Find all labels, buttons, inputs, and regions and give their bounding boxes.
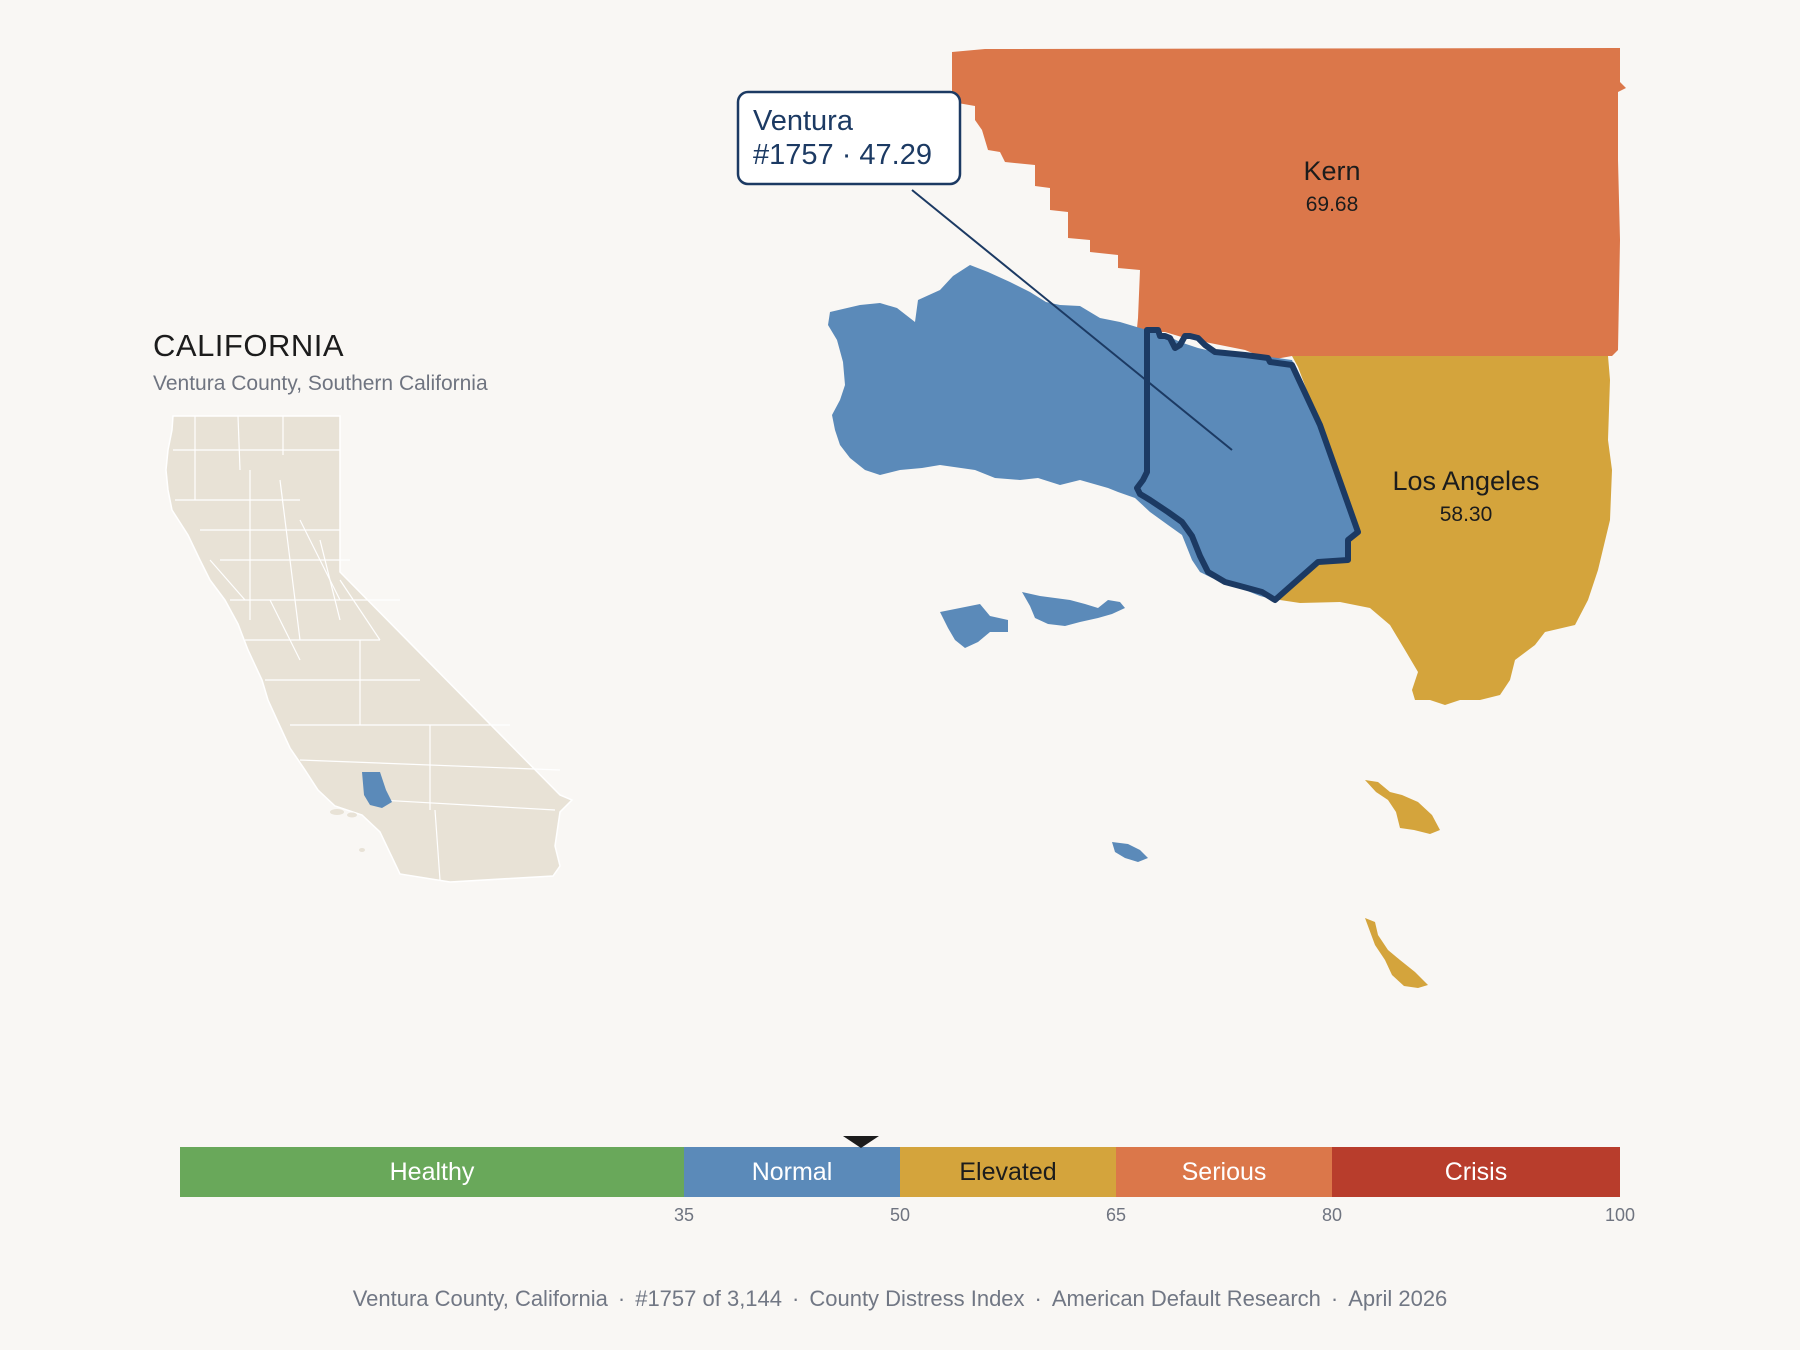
footer: Ventura County, California · #1757 of 3,14…: [352, 1286, 1448, 1311]
california-inset-map: [165, 415, 574, 883]
california-inset-ventura: [362, 772, 392, 808]
inset-subtitle: Ventura County, Southern California: [153, 372, 488, 395]
ventura-island-west: [940, 604, 1008, 648]
footer-date: April 2026: [1348, 1286, 1448, 1311]
scale-tick-label: 50: [890, 1205, 910, 1225]
scale-band-label-serious: Serious: [1182, 1158, 1267, 1186]
scale-tick-label: 65: [1106, 1205, 1126, 1225]
scale-tick-label: 35: [674, 1205, 694, 1225]
scale-marker-icon: [842, 1136, 879, 1148]
county-kern-shape[interactable]: [952, 48, 1626, 360]
scale-band-crisis: [1332, 1147, 1620, 1197]
los-angeles-island-south: [1365, 918, 1428, 988]
county-kern-label: Kern: [1303, 156, 1360, 186]
inset-title: CALIFORNIA: [153, 328, 345, 363]
california-islands: [330, 809, 403, 862]
callout-rank-score: #1757 · 47.29: [753, 139, 932, 171]
ventura-island-small: [1112, 842, 1148, 862]
scale-band-normal: [684, 1147, 900, 1197]
ventura-selected-outline: [1134, 327, 1361, 603]
scale-band-healthy: [180, 1147, 684, 1197]
county-ventura-shape[interactable]: [828, 265, 1358, 600]
scale-band-label-normal: Normal: [752, 1158, 833, 1186]
scale-band-serious: [1116, 1147, 1332, 1197]
footer-rank: #1757 of 3,144: [635, 1286, 783, 1311]
scale-band-label-elevated: Elevated: [959, 1158, 1056, 1186]
county-los-angeles-score: 58.30: [1440, 503, 1493, 526]
scale-band-elevated: [900, 1147, 1116, 1197]
callout-leader-line: [911, 189, 1233, 451]
county-kern-score: 69.68: [1306, 193, 1359, 216]
scale-band-label-crisis: Crisis: [1445, 1158, 1508, 1186]
california-shape: [165, 415, 574, 883]
footer-source: American Default Research: [1051, 1286, 1321, 1311]
ventura-island-east: [1022, 592, 1125, 626]
scale-band-label-healthy: Healthy: [390, 1158, 475, 1186]
callout-county-name: Ventura: [753, 105, 854, 137]
callout-box: [736, 90, 962, 186]
los-angeles-island-north: [1365, 780, 1440, 834]
county-los-angeles-shape[interactable]: [1275, 356, 1612, 705]
footer-index: County Distress Index: [809, 1286, 1025, 1311]
main-map: Kern 69.68 Los Angeles 58.30 Ventura #17…: [736, 48, 1626, 988]
distress-scale: Healthy Normal Elevated Serious Crisis 35 50 65…: [180, 1136, 1635, 1225]
scale-tick-label: 80: [1322, 1205, 1342, 1225]
scale-tick-label: 100: [1605, 1205, 1635, 1225]
california-county-lines: [173, 415, 561, 881]
county-los-angeles-label: Los Angeles: [1392, 466, 1539, 496]
footer-county: Ventura County, California: [352, 1286, 608, 1311]
